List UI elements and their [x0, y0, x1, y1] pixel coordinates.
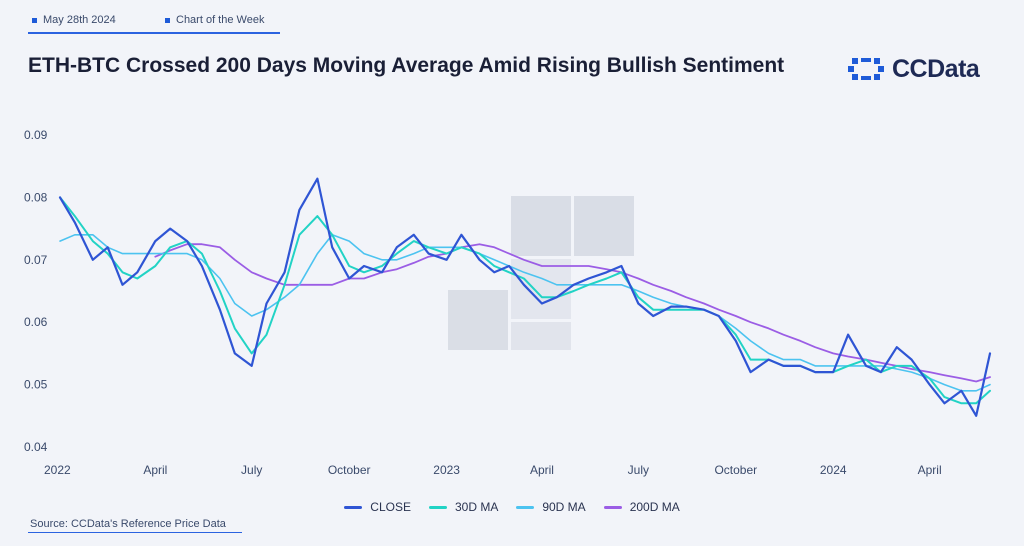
- legend-item-90d: 90D MA: [516, 500, 586, 514]
- y-tick-label: 0.08: [24, 190, 48, 204]
- x-tick-label: July: [241, 463, 262, 477]
- legend-label-200d: 200D MA: [629, 500, 680, 514]
- x-tick-label: April: [530, 463, 554, 477]
- legend-swatch-30d: [428, 505, 447, 509]
- y-axis: 0.04 0.05 0.06 0.07 0.08 0.09: [24, 128, 48, 454]
- legend-item-30d: 30D MA: [428, 500, 499, 514]
- series-line-close: [58, 177, 992, 417]
- x-tick-label: October: [714, 463, 757, 477]
- date-square-icon: [32, 17, 37, 23]
- x-tick-label: 2023: [433, 463, 460, 477]
- legend-item-200d: 200D MA: [603, 500, 680, 514]
- series-line-30d-ma: [59, 196, 991, 405]
- series-line-90d-ma: [59, 234, 991, 392]
- series-square-icon: [165, 17, 170, 23]
- x-tick-label: April: [918, 463, 942, 477]
- x-tick-label: July: [628, 463, 649, 477]
- y-tick-label: 0.05: [24, 378, 48, 392]
- top-tag-bar: May 28th 2024 Chart of the Week: [28, 12, 280, 34]
- y-tick-label: 0.06: [24, 315, 48, 329]
- y-tick-label: 0.04: [24, 440, 48, 454]
- series-tag: Chart of the Week: [165, 14, 264, 26]
- x-tick-label: 2022: [44, 463, 71, 477]
- legend-swatch-200d: [603, 505, 622, 509]
- y-tick-label: 0.07: [24, 253, 48, 267]
- legend-swatch-close: [344, 505, 363, 509]
- x-tick-label: October: [328, 463, 371, 477]
- x-tick-label: 2024: [820, 463, 847, 477]
- legend-item-close: CLOSE: [344, 500, 411, 514]
- date-tag: May 28th 2024: [32, 14, 116, 26]
- legend-label-close: CLOSE: [370, 500, 411, 514]
- chart-title: ETH-BTC Crossed 200 Days Moving Average …: [28, 54, 785, 77]
- line-chart: 0.04 0.05 0.06 0.07 0.08 0.09 2022 April July Oc…: [24, 128, 992, 477]
- series-line-200d-ma: [154, 243, 991, 383]
- watermark: [448, 196, 634, 350]
- chart-legend: CLOSE 30D MA 90D MA 200D MA: [0, 500, 1024, 514]
- legend-label-90d: 90D MA: [542, 500, 586, 514]
- series-layer: [58, 177, 992, 417]
- y-tick-label: 0.09: [24, 128, 48, 142]
- source-note: Source: CCData's Reference Price Data: [30, 518, 226, 530]
- brand-name: CCData: [892, 54, 980, 83]
- x-tick-label: April: [143, 463, 167, 477]
- brand-logo: CCData: [848, 54, 980, 84]
- date-tag-label: May 28th 2024: [43, 14, 116, 26]
- x-axis: 2022 April July October 2023 April July October…: [44, 463, 942, 477]
- ccdata-logo-icon: [848, 58, 884, 80]
- source-divider: [28, 532, 242, 533]
- legend-swatch-90d: [516, 505, 535, 509]
- legend-label-30d: 30D MA: [454, 500, 499, 514]
- top-divider: [28, 32, 280, 34]
- series-tag-label: Chart of the Week: [176, 14, 265, 26]
